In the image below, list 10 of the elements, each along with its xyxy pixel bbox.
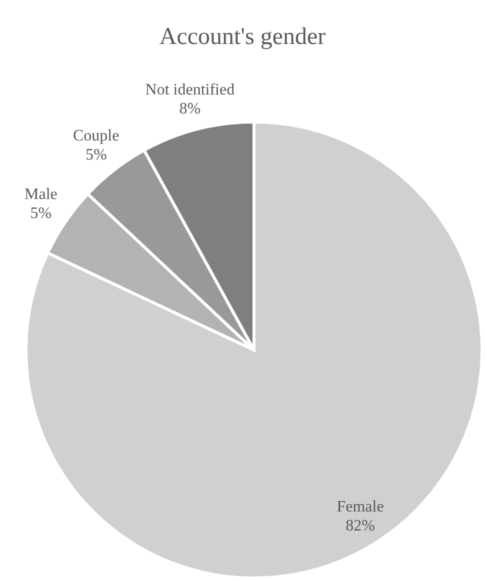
data-label: 5% <box>30 205 52 222</box>
data-label: 8% <box>179 100 201 118</box>
pie-slice <box>24 120 484 580</box>
slice-label: Female <box>336 498 384 516</box>
data-label: 5% <box>85 146 107 164</box>
data-label: 82% <box>346 517 375 534</box>
slice-label: Male <box>24 186 58 204</box>
chart-title: Account's gender <box>159 24 326 50</box>
slice-label: Couple <box>72 127 120 144</box>
slice-label: Not identified <box>145 81 235 98</box>
